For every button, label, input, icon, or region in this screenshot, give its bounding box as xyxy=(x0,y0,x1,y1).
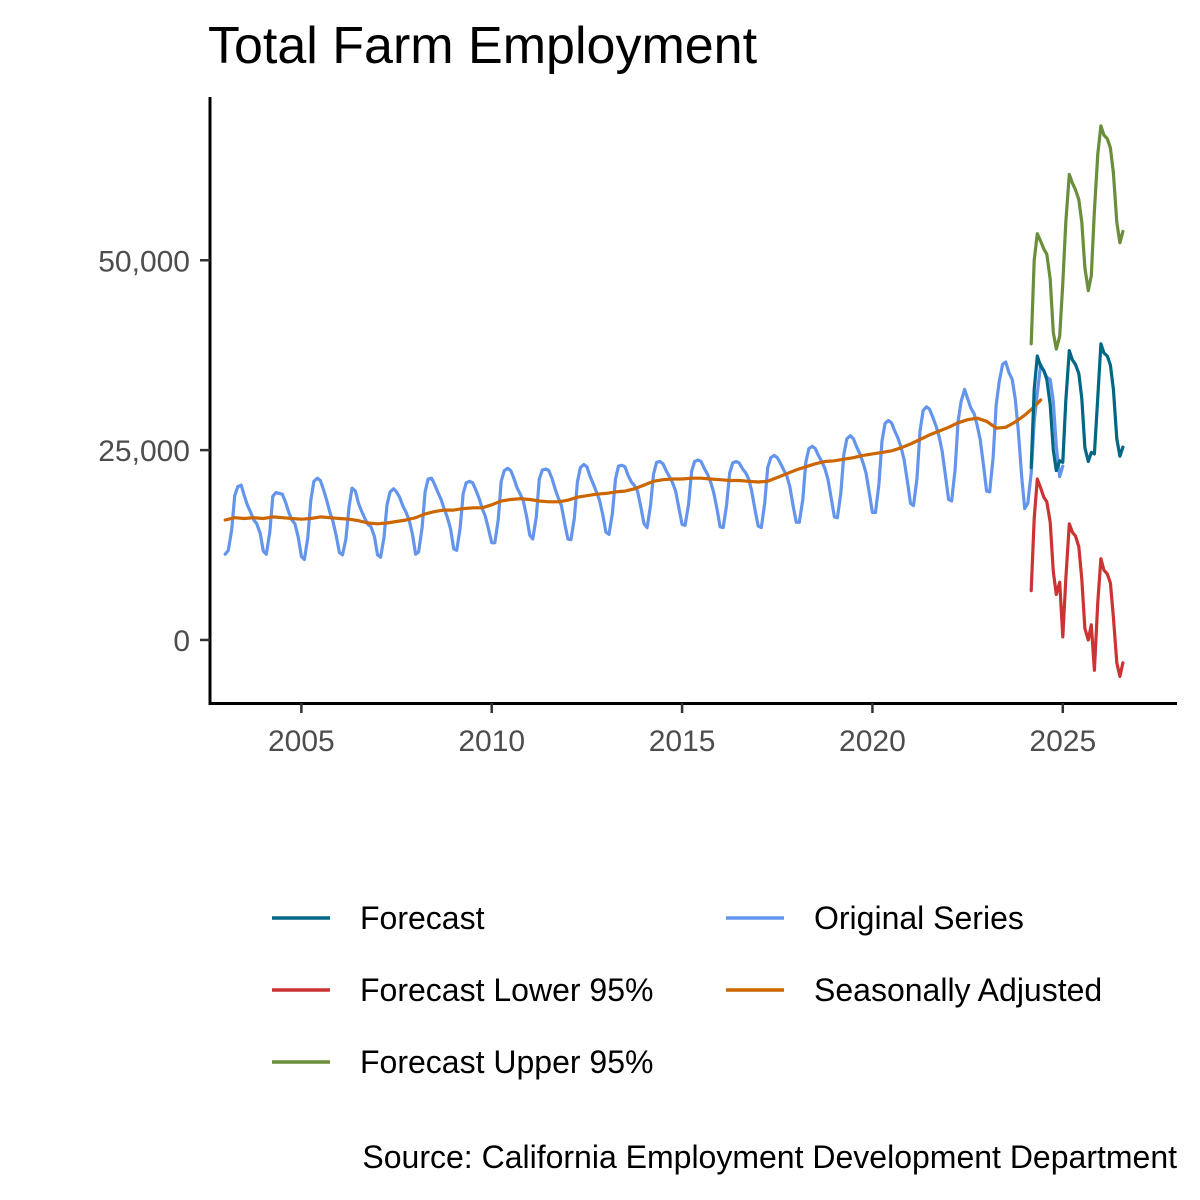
x-tick-label: 2025 xyxy=(1029,725,1096,758)
series-line-forecast-upper-95 xyxy=(1029,124,1125,351)
series-line-forecast xyxy=(1029,342,1125,473)
legend-item-original-series: Original Series xyxy=(726,900,1024,936)
legend-item-forecast-lower-95: Forecast Lower 95% xyxy=(272,972,653,1008)
y-tick-label: 0 xyxy=(173,625,190,658)
y-axis-ticks: 0 25,000 50,000 xyxy=(98,245,210,658)
series-line-original-series xyxy=(223,360,1065,562)
source-caption: Source: California Employment Developmen… xyxy=(362,1139,1177,1175)
legend-label: Forecast Lower 95% xyxy=(360,972,653,1008)
x-axis-ticks: 2005 2010 2015 2020 2025 xyxy=(268,703,1096,758)
x-tick-label: 2020 xyxy=(839,725,906,758)
series-layer xyxy=(223,124,1125,679)
legend-label: Original Series xyxy=(814,900,1024,936)
y-tick-label: 25,000 xyxy=(98,435,190,468)
legend-item-seasonally-adjusted: Seasonally Adjusted xyxy=(726,972,1102,1008)
legend: Forecast Forecast Lower 95% Forecast Upper… xyxy=(272,900,1102,1080)
series-line-forecast-lower-95 xyxy=(1029,477,1125,679)
x-tick-label: 2005 xyxy=(268,725,335,758)
x-tick-label: 2015 xyxy=(649,725,716,758)
legend-label: Forecast Upper 95% xyxy=(360,1044,653,1080)
y-tick-label: 50,000 xyxy=(98,245,190,278)
series-line-seasonally-adjusted xyxy=(223,398,1043,526)
x-tick-label: 2010 xyxy=(458,725,525,758)
legend-label: Seasonally Adjusted xyxy=(814,972,1102,1008)
legend-item-forecast-upper-95: Forecast Upper 95% xyxy=(272,1044,653,1080)
legend-label: Forecast xyxy=(360,900,485,936)
chart-title: Total Farm Employment xyxy=(208,17,758,75)
legend-item-forecast: Forecast xyxy=(272,900,485,936)
